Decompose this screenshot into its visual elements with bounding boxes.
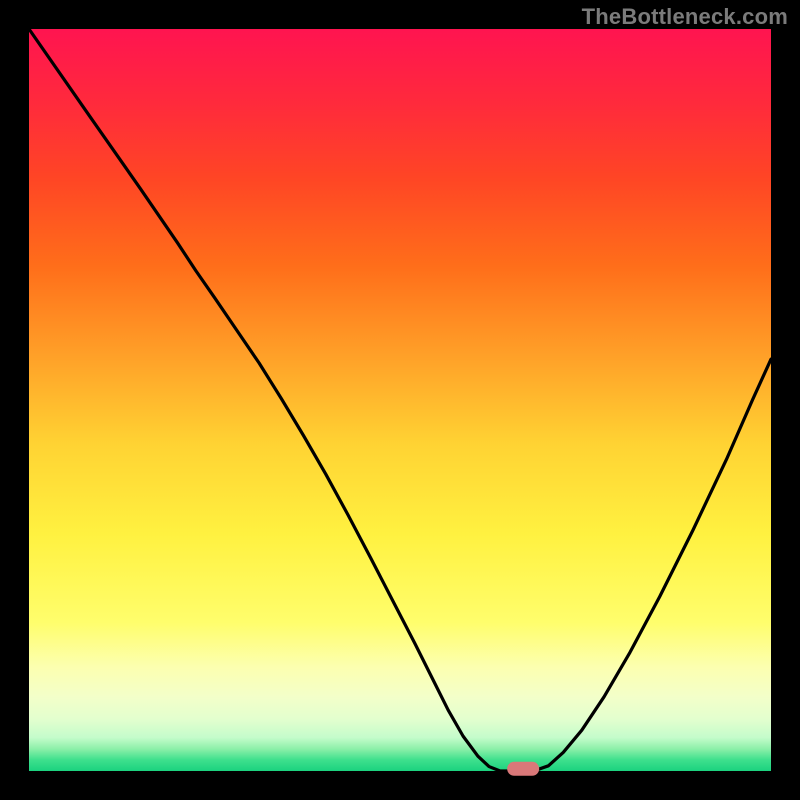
- chart-container: TheBottleneck.com: [0, 0, 800, 800]
- optimal-point-marker: [507, 762, 539, 776]
- plot-background: [29, 29, 771, 771]
- watermark-text: TheBottleneck.com: [582, 4, 788, 30]
- chart-svg: [0, 0, 800, 800]
